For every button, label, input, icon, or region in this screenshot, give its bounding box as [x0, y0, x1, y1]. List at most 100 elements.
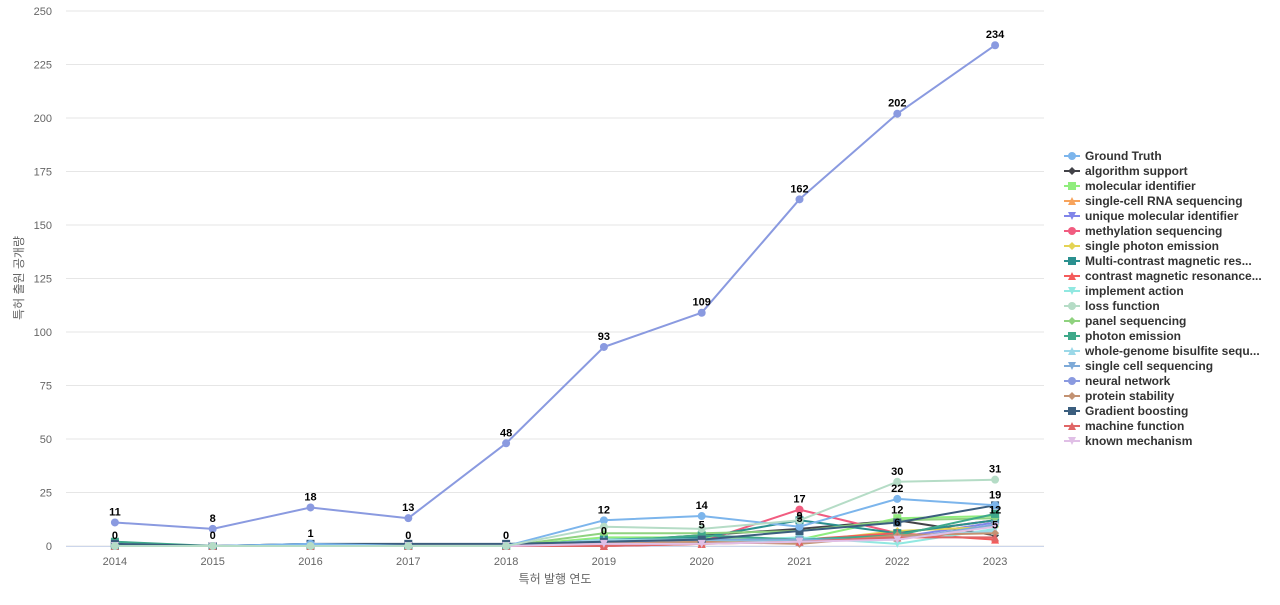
- legend-item-photon-emission[interactable]: photon emission: [1064, 329, 1181, 343]
- data-label: 6: [894, 517, 900, 529]
- legend-symbol: [1068, 257, 1076, 265]
- legend-item-unique-molecular-identifier[interactable]: unique molecular identifier: [1064, 209, 1239, 223]
- series-line-ground-truth: [113, 497, 997, 547]
- data-label: 13: [402, 502, 414, 514]
- data-point-loss-function: [795, 516, 804, 525]
- legend-item-ground-truth[interactable]: Ground Truth: [1064, 149, 1162, 163]
- legend-symbol: [1068, 227, 1076, 235]
- data-point-neural-network: [697, 308, 706, 317]
- data-point-known-mechanism: [893, 535, 902, 544]
- legend-label: contrast magnetic resonance...: [1085, 269, 1262, 283]
- x-tick-label: 2019: [592, 556, 616, 568]
- data-point-machine-function: [991, 533, 1000, 542]
- data-point-ground-truth: [991, 501, 1000, 510]
- data-point-ground-truth: [697, 512, 706, 521]
- legend-item-whole-genome-bisulfite-sequ[interactable]: whole-genome bisulfite sequ...: [1064, 344, 1260, 358]
- data-label: 12: [891, 504, 903, 516]
- data-label: 31: [989, 464, 1001, 476]
- legend-symbol: [1068, 182, 1076, 190]
- data-label: 162: [790, 183, 808, 195]
- data-point-loss-function: [404, 542, 413, 550]
- legend-symbol: [1068, 242, 1076, 250]
- series-line-loss-function: [113, 478, 997, 547]
- data-label: 0: [405, 530, 411, 542]
- data-label: 1: [307, 528, 313, 540]
- data-label: 9: [796, 511, 802, 523]
- legend-item-loss-function[interactable]: loss function: [1064, 299, 1160, 313]
- legend-label: Ground Truth: [1085, 149, 1162, 163]
- y-tick-label: 175: [34, 167, 52, 179]
- legend-label: Multi-contrast magnetic res...: [1085, 254, 1252, 268]
- data-point-neural-network: [404, 514, 413, 523]
- legend-symbol: [1068, 272, 1076, 280]
- data-label: 12: [598, 504, 610, 516]
- series-layer: [110, 41, 1000, 550]
- series-neural-network: [110, 41, 1000, 533]
- x-tick-label: 2020: [689, 556, 713, 568]
- legend-symbol: [1068, 212, 1076, 220]
- legend-label: known mechanism: [1085, 434, 1192, 448]
- legend-item-multi-contrast-magnetic-res[interactable]: Multi-contrast magnetic res...: [1064, 254, 1252, 268]
- data-point-loss-function: [208, 542, 217, 550]
- y-tick-label: 225: [34, 60, 52, 72]
- legend-label: unique molecular identifier: [1085, 209, 1239, 223]
- legend-label: photon emission: [1085, 329, 1181, 343]
- grid-layer: [66, 10, 1044, 547]
- legend-item-contrast-magnetic-resonance[interactable]: contrast magnetic resonance...: [1064, 269, 1262, 283]
- legend-item-machine-function[interactable]: machine function: [1064, 419, 1184, 433]
- y-axis-title: 특허 출원 공개량: [12, 236, 26, 320]
- legend-label: neural network: [1085, 374, 1171, 388]
- y-tick-label: 250: [34, 6, 52, 18]
- legend-label: Gradient boosting: [1085, 404, 1188, 418]
- data-label: 5: [699, 519, 705, 531]
- legend-item-single-photon-emission[interactable]: single photon emission: [1064, 239, 1219, 253]
- legend-item-molecular-identifier[interactable]: molecular identifier: [1064, 179, 1196, 193]
- legend-item-gradient-boosting[interactable]: Gradient boosting: [1064, 404, 1188, 418]
- data-label: 48: [500, 427, 512, 439]
- legend-symbol: [1068, 302, 1076, 310]
- legend-label: single cell sequencing: [1085, 359, 1213, 373]
- legend-symbol: [1068, 347, 1076, 355]
- y-tick-label: 150: [34, 220, 52, 232]
- data-point-gradient-boosting: [893, 518, 902, 527]
- data-point-gradient-boosting: [795, 527, 804, 536]
- legend-label: machine function: [1085, 419, 1184, 433]
- data-point-photon-emission: [697, 531, 706, 540]
- data-point-known-mechanism: [599, 539, 608, 548]
- data-point-methylation-sequencing: [795, 505, 804, 514]
- data-label: 234: [986, 29, 1005, 41]
- series-loss-function: [110, 475, 1000, 550]
- legend-symbol: [1068, 437, 1076, 445]
- legend-symbol: [1068, 197, 1076, 205]
- y-tick-label: 75: [40, 381, 52, 393]
- data-point-neural-network: [599, 342, 608, 351]
- legend-item-single-cell-sequencing[interactable]: single cell sequencing: [1064, 359, 1213, 373]
- data-point-implement-action: [893, 539, 902, 548]
- legend-item-protein-stability[interactable]: protein stability: [1064, 389, 1175, 403]
- legend-item-algorithm-support[interactable]: algorithm support: [1064, 164, 1188, 178]
- data-point-known-mechanism: [697, 539, 706, 548]
- legend-item-methylation-sequencing[interactable]: methylation sequencing: [1064, 224, 1222, 238]
- legend-item-implement-action[interactable]: implement action: [1064, 284, 1184, 298]
- x-tick-label: 2018: [494, 556, 518, 568]
- legend-item-panel-sequencing[interactable]: panel sequencing: [1064, 314, 1186, 328]
- legend-item-single-cell-rna-sequencing[interactable]: single-cell RNA sequencing: [1064, 194, 1243, 208]
- data-point-neural-network: [893, 109, 902, 118]
- legend-item-known-mechanism[interactable]: known mechanism: [1064, 434, 1192, 448]
- data-label: 3: [796, 513, 802, 525]
- y-tick-label: 0: [46, 541, 52, 553]
- data-point-photon-emission: [991, 509, 1000, 518]
- legend-symbol: [1068, 362, 1076, 370]
- data-point-ground-truth: [893, 494, 902, 503]
- legend-symbol: [1068, 392, 1076, 400]
- data-label: 11: [109, 506, 121, 518]
- data-point-panel-sequencing: [599, 529, 608, 538]
- legend-label: panel sequencing: [1085, 314, 1186, 328]
- legend-item-neural-network[interactable]: neural network: [1064, 374, 1171, 388]
- data-label: 0: [112, 530, 118, 542]
- legend-symbol: [1068, 422, 1076, 430]
